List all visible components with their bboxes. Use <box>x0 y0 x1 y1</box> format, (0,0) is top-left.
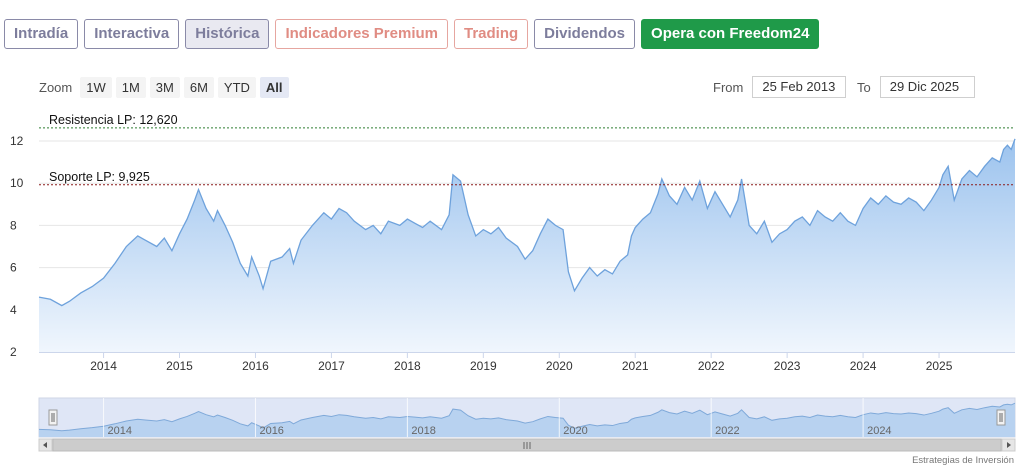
tab-historica[interactable]: Histórica <box>185 19 270 49</box>
price-line <box>38 138 1016 307</box>
scroll-left-button[interactable] <box>38 438 53 452</box>
tab-indicadores-premium[interactable]: Indicadores Premium <box>275 19 448 49</box>
x-tick-label: 2022 <box>698 359 725 373</box>
x-tick-label: 2017 <box>318 359 345 373</box>
range-to-input[interactable]: 29 Dic 2025 <box>879 76 975 98</box>
scrollbar-thumb[interactable] <box>52 438 1002 452</box>
zoom-selector: Zoom 1W 1M 3M 6M YTD All <box>39 77 289 98</box>
price-area <box>39 138 1015 352</box>
x-tick-label: 2020 <box>546 359 573 373</box>
navigator-right-handle[interactable] <box>996 409 1006 426</box>
navigator-mask <box>38 397 1016 438</box>
range-from: From 25 Feb 2013 <box>713 76 847 98</box>
x-tick-label: 2016 <box>242 359 269 373</box>
x-tick-label: 2014 <box>90 359 117 373</box>
x-tick-label: 2024 <box>850 359 877 373</box>
scroll-right-arrow-icon <box>1007 442 1011 448</box>
x-tick-label: 2023 <box>774 359 801 373</box>
x-tick-label: 2018 <box>394 359 421 373</box>
scroll-right-button[interactable] <box>1001 438 1016 452</box>
chart-tabs: Intradía Interactiva Histórica Indicador… <box>4 19 820 49</box>
scroll-left-arrow-icon <box>43 442 47 448</box>
navigator-area <box>39 403 1015 437</box>
range-from-input[interactable]: 25 Feb 2013 <box>752 76 847 98</box>
navigator-line <box>38 402 1016 432</box>
navigator-label: 2024 <box>867 425 891 437</box>
range-from-label: From <box>713 79 744 95</box>
y-tick-label: 4 <box>10 303 17 317</box>
y-tick-label: 2 <box>10 345 17 359</box>
x-tick-label: 2025 <box>926 359 953 373</box>
y-tick-label: 6 <box>10 261 17 275</box>
tab-trading[interactable]: Trading <box>454 19 529 49</box>
navigator-label: 2018 <box>411 425 435 437</box>
x-tick-label: 2015 <box>166 359 193 373</box>
tab-intradia[interactable]: Intradía <box>4 19 79 49</box>
zoom-1m-button[interactable]: 1M <box>115 77 146 98</box>
zoom-label: Zoom <box>39 80 73 95</box>
zoom-3m-button[interactable]: 3M <box>149 77 180 98</box>
support-label: Soporte LP: 9,925 <box>49 170 150 184</box>
zoom-ytd-button[interactable]: YTD <box>217 77 256 98</box>
y-tick-label: 8 <box>10 218 17 232</box>
navigator-label: 2020 <box>563 425 587 437</box>
navigator-left-handle[interactable] <box>48 409 58 426</box>
credit-text: Estrategias de Inversión <box>912 455 1014 466</box>
range-to-label: To <box>857 79 871 95</box>
freedom24-cta-button[interactable]: Opera con Freedom24 <box>641 19 820 49</box>
zoom-6m-button[interactable]: 6M <box>183 77 214 98</box>
zoom-1w-button[interactable]: 1W <box>80 77 112 98</box>
navigator-label: 2016 <box>259 425 283 437</box>
tab-interactiva[interactable]: Interactiva <box>84 19 180 49</box>
x-tick-label: 2019 <box>470 359 497 373</box>
resistance-label: Resistencia LP: 12,620 <box>49 113 178 127</box>
navigator-label: 2014 <box>108 425 132 437</box>
y-tick-label: 10 <box>10 176 24 190</box>
tab-dividendos[interactable]: Dividendos <box>534 19 636 49</box>
x-tick-label: 2021 <box>622 359 649 373</box>
y-tick-label: 12 <box>10 134 24 148</box>
range-to: To 29 Dic 2025 <box>857 76 975 98</box>
scrollbar-track <box>38 438 1016 452</box>
zoom-all-button[interactable]: All <box>259 77 289 98</box>
navigator-label: 2022 <box>715 425 739 437</box>
